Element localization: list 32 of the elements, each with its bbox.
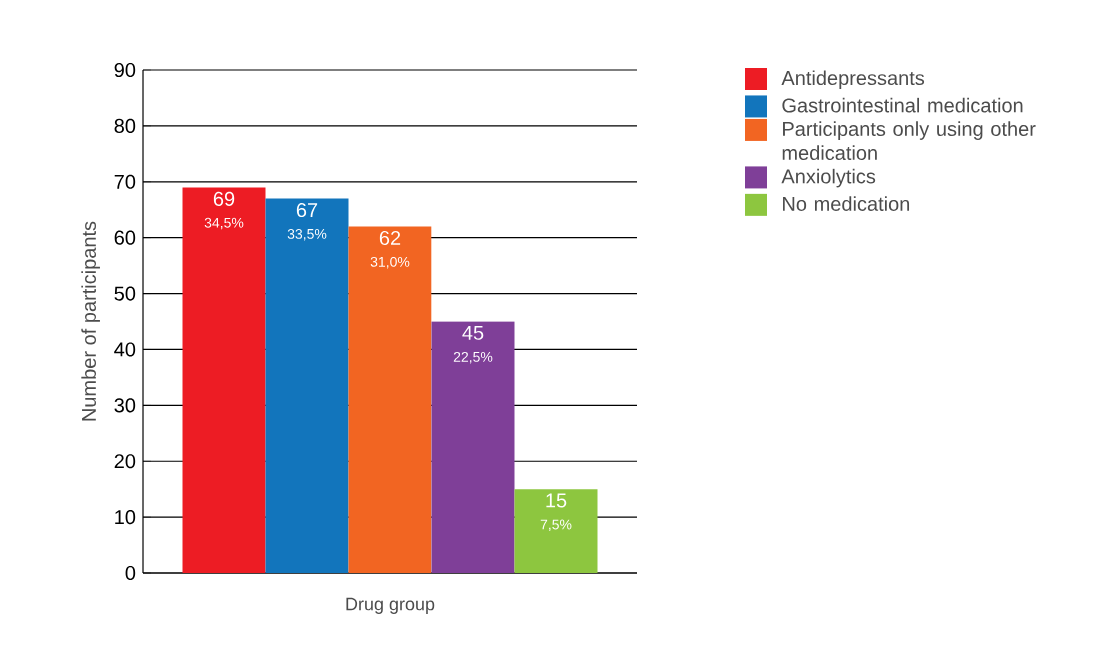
annotation: 31,0% (370, 256, 410, 269)
legend-label: Participants only using other medication (782, 121, 1036, 161)
y-tick-label: 70 (114, 174, 136, 189)
y-tick-label: 90 (114, 62, 136, 78)
y-tick-label: 80 (114, 118, 136, 133)
legend-label: Antidepressants (781, 70, 925, 90)
y-tick-label: 50 (114, 286, 136, 301)
bar (431, 321, 515, 573)
annotation: 22,5% (453, 351, 493, 364)
data-label: 69 (213, 191, 235, 206)
y-tick-label: 40 (114, 342, 136, 357)
y-axis-title: Number of participants (81, 221, 100, 421)
annotation: 34,5% (204, 217, 244, 230)
bar (182, 187, 266, 573)
y-tick-label: 30 (114, 398, 136, 413)
y-tick-label: 10 (115, 510, 136, 525)
legend-label: No medication (783, 196, 910, 211)
y-tick-label: 0 (125, 565, 136, 581)
bar (514, 489, 598, 573)
bar (348, 226, 432, 573)
data-label: 67 (296, 202, 318, 218)
data-label: 15 (546, 493, 567, 508)
legend-label: Anxiolytics (781, 168, 876, 188)
annotation: 33,5% (287, 228, 327, 241)
y-tick-label: 20 (114, 454, 136, 469)
bar (265, 198, 349, 573)
legend-label: Gastrointestinal medication (782, 97, 1023, 113)
x-axis-title: Drug group (346, 597, 435, 614)
data-label: 62 (379, 230, 401, 246)
annotation: 7,5% (540, 519, 572, 532)
data-label: 45 (462, 325, 484, 340)
y-tick-label: 60 (114, 230, 136, 245)
